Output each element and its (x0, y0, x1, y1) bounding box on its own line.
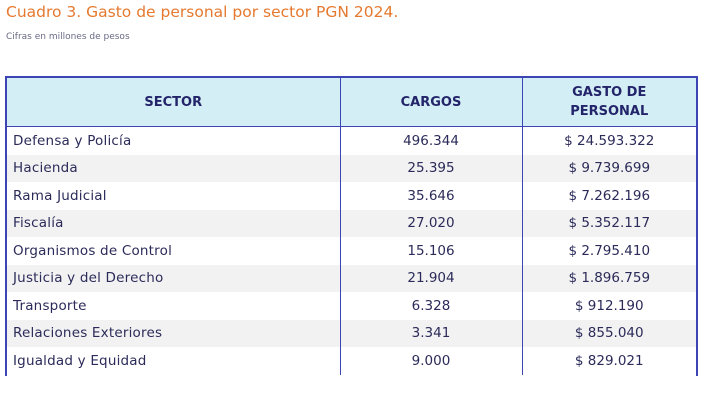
cell-cargos: 9.000 (339, 347, 522, 375)
cell-sector: Relaciones Exteriores (7, 319, 340, 347)
header-row: SECTOR CARGOS GASTO DE PERSONAL (7, 78, 696, 127)
table-row: Relaciones Exteriores 3.341 $ 855.040 (7, 319, 696, 347)
cell-cargos: 27.020 (339, 209, 522, 237)
table-row: Igualdad y Equidad 9.000 $ 829.021 (7, 347, 696, 375)
cell-sector: Fiscalía (7, 209, 340, 237)
header-sector: SECTOR (7, 78, 340, 127)
cell-cargos: 35.646 (339, 182, 522, 210)
cell-cargos: 496.344 (339, 126, 522, 155)
personnel-expense-table: SECTOR CARGOS GASTO DE PERSONAL Defensa … (5, 76, 698, 376)
cell-sector: Justicia y del Derecho (7, 264, 340, 292)
cell-sector: Organismos de Control (13, 242, 173, 259)
table-row: Transporte 6.328 $ 912.190 (7, 292, 696, 320)
cell-sector: Transporte (13, 297, 87, 314)
cell-gasto: $ 855.040 (521, 319, 696, 347)
cell-sector: Igualdad y Equidad (13, 352, 147, 369)
cell-cargos: 21.904 (339, 264, 522, 292)
cell-sector: Rama Judicial (13, 187, 107, 204)
header-gasto-line2: PERSONAL (570, 104, 649, 119)
document-title: Cuadro 3. Gasto de personal por sector P… (6, 3, 399, 21)
table-row: Organismos de Control 15.106 $ 2.795.410 (7, 237, 696, 265)
header-cargos: CARGOS (339, 78, 522, 127)
cell-cargos: 6.328 (339, 292, 522, 320)
cell-gasto: $ 829.021 (521, 347, 696, 375)
table-row: Hacienda 25.395 $ 9.739.699 (7, 154, 696, 182)
table-row: Rama Judicial 35.646 $ 7.262.196 (7, 182, 696, 210)
cell-gasto: $ 24.593.322 (521, 126, 696, 155)
header-gasto: GASTO DE PERSONAL (521, 78, 696, 127)
cell-cargos: 3.341 (339, 319, 522, 347)
cell-gasto: $ 912.190 (521, 292, 696, 320)
cell-sector: Hacienda (7, 154, 340, 182)
document-subtitle: Cifras en millones de pesos (6, 32, 130, 42)
table-row: Defensa y Policía 496.344 $ 24.593.322 (7, 126, 696, 155)
cell-gasto: $ 5.352.117 (521, 209, 696, 237)
table-header: SECTOR CARGOS GASTO DE PERSONAL (7, 78, 696, 127)
header-gasto-line1: GASTO DE (572, 85, 647, 100)
cell-gasto: $ 2.795.410 (521, 237, 696, 265)
cell-gasto: $ 1.896.759 (521, 264, 696, 292)
cell-cargos: 25.395 (339, 154, 522, 182)
cell-gasto: $ 9.739.699 (521, 154, 696, 182)
table-row: Fiscalía 27.020 $ 5.352.117 (7, 209, 696, 237)
cell-sector: Defensa y Policía (13, 132, 132, 149)
cell-gasto: $ 7.262.196 (521, 182, 696, 210)
data-table: SECTOR CARGOS GASTO DE PERSONAL Defensa … (7, 78, 696, 375)
cell-cargos: 15.106 (339, 237, 522, 265)
table-body: Defensa y Policía 496.344 $ 24.593.322 Haci… (7, 126, 696, 375)
table-row: Justicia y del Derecho 21.904 $ 1.896.759 (7, 264, 696, 292)
